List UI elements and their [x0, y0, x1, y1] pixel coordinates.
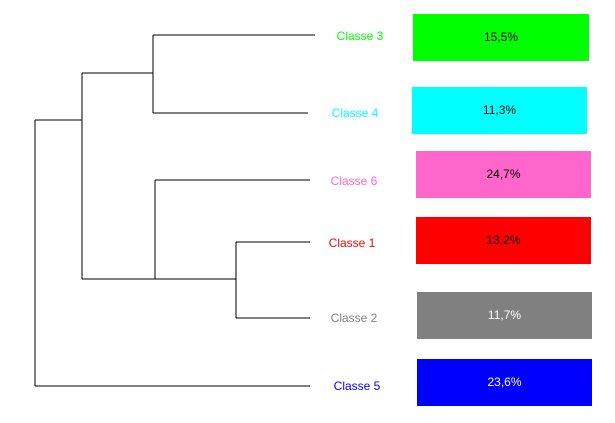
class-box [412, 87, 587, 134]
class-box [417, 292, 592, 339]
class-label: Classe 5 [334, 379, 381, 393]
class-label: Classe 1 [329, 236, 376, 250]
tree [34, 34, 315, 387]
class-share: 15,5% [484, 30, 518, 44]
class-share: 11,3% [483, 103, 516, 117]
class-label: Classe 4 [332, 106, 379, 120]
class-share: 13,2% [486, 233, 520, 247]
class-box [413, 14, 589, 61]
class-share: 24,7% [486, 167, 520, 181]
class-box [416, 217, 591, 264]
class-box [417, 359, 592, 406]
class-share: 11,7% [488, 308, 521, 322]
class-label: Classe 6 [331, 174, 378, 188]
class-label: Classe 2 [331, 311, 378, 325]
class-box [416, 151, 591, 198]
class-share: 23,6% [487, 375, 521, 389]
class-label: Classe 3 [337, 29, 384, 43]
